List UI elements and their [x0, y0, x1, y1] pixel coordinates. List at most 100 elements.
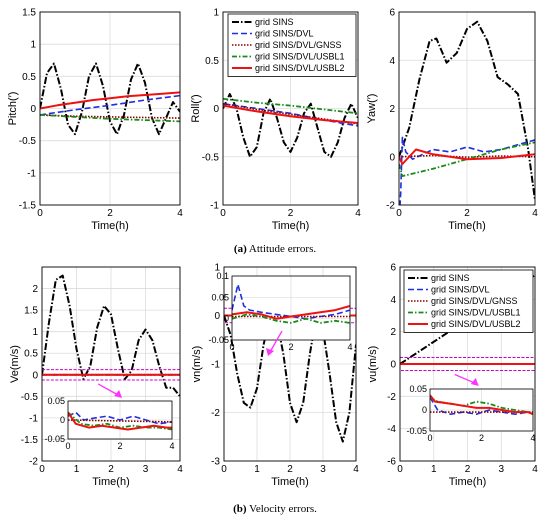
ve-ytick-label: 2 — [32, 284, 38, 295]
ve-inset-series-grid-sins-dvl-gnss — [68, 419, 172, 423]
ve-inset-xtick-label: 4 — [169, 441, 174, 451]
vn-inset-ytick-label: 0.1 — [216, 271, 229, 281]
ve-zoom-band — [41, 369, 181, 381]
yaw-series-grid-sins-dvl — [399, 136, 535, 205]
yaw-xlabel: Time(h) — [448, 220, 485, 232]
yaw-ytick-label: 2 — [389, 104, 395, 115]
vu-ytick-label: 2 — [390, 327, 396, 338]
ve-xlabel: Time(h) — [92, 476, 129, 488]
legend-velocity-entry-grid-sins-dvl-usbl1: grid SINS/DVL/USBL1 — [431, 308, 521, 318]
vu-inset-ytick-label: 0 — [422, 405, 427, 415]
ve-xtick-label: 4 — [177, 464, 183, 475]
roll-ylabel: Roll(′) — [190, 94, 202, 122]
vn-inset-xtick-label: 0 — [229, 342, 234, 352]
vn-ytick-label: 1 — [214, 263, 220, 274]
vn-inset-series-grid-sins-dvl — [232, 283, 350, 320]
vn-inset-ytick-label: 0 — [224, 314, 229, 324]
legend-velocity-entry-grid-sins-dvl-gnss: grid SINS/DVL/GNSS — [431, 296, 518, 306]
ve-xtick-label: 1 — [74, 464, 80, 475]
roll-xtick-label: 4 — [355, 208, 361, 219]
roll-xtick-label: 2 — [288, 208, 294, 219]
vn-inset-ytick-label: -0.05 — [208, 335, 229, 345]
legend-attitude-entry-grid-sins-dvl: grid SINS/DVL — [255, 29, 314, 39]
vn-ytick-label: -2 — [211, 408, 220, 419]
chart-pitch: 0 2 4 -1.5 -1 -0.5 0 0.5 1 1.5 Time(h) Pitch(′) — [7, 8, 183, 233]
ve-series-grid-sins — [42, 274, 180, 397]
vn-xtick-label: 4 — [353, 464, 359, 475]
vu-xtick-label: 4 — [532, 464, 538, 475]
legend-attitude-entry-grid-sins-dvl-usbl2: grid SINS/DVL/USBL2 — [255, 63, 345, 73]
ve-zoom-arrow — [97, 383, 119, 396]
vu-ytick-label: -6 — [387, 457, 396, 468]
legend-attitude-box — [227, 13, 357, 77]
vu-zoom-arrowhead — [470, 378, 479, 386]
vn-ytick-label: 0 — [214, 311, 220, 322]
legend-velocity-entry-grid-sins-dvl-usbl2: grid SINS/DVL/USBL2 — [431, 319, 521, 329]
caption-b-label: (b) — [233, 503, 247, 515]
ve-ytick-label: 0 — [32, 370, 38, 381]
vn-xtick-label: 1 — [254, 464, 260, 475]
vn-inset-series-grid-sins-dvl-usbl1 — [232, 313, 350, 324]
chart-ve: 0 1 2 3 4-2-1.5-1-0.500.511.52Time(h)Ve(m/s)… — [9, 266, 183, 488]
pitch-series-grid-sins-dvl-gnss — [40, 114, 180, 119]
vu-inset-xtick-label: 4 — [530, 433, 535, 443]
vu-inset-series-grid-sins-dvl — [430, 396, 533, 416]
ve-inset-xtick-label: 2 — [117, 441, 122, 451]
pitch-series-grid-sins — [40, 62, 180, 136]
yaw-ylabel: Yaw(′) — [366, 94, 378, 124]
vu-xtick-label: 0 — [397, 464, 403, 475]
pitch-xlabel: Time(h) — [91, 220, 128, 232]
vn-zoom-arrowhead — [266, 348, 274, 356]
yaw-ytick-label: 6 — [389, 8, 395, 19]
ve-inset-ytick-label: 0.05 — [47, 396, 65, 406]
vn-inset-frame — [231, 275, 351, 341]
roll-series-grid-sins-dvl — [223, 102, 358, 127]
yaw-xtick-label: 0 — [396, 208, 402, 219]
yaw-ytick-label: -2 — [386, 201, 395, 212]
vu-inset-series-grid-sins-dvl-usbl2 — [430, 394, 533, 416]
pitch-ylabel: Pitch(′) — [7, 92, 19, 126]
ve-ytick-label: -2 — [29, 457, 38, 468]
roll-ytick-label: -1 — [210, 201, 219, 212]
roll-series-grid-sins-dvl-usbl1 — [223, 97, 358, 115]
roll-ytick-label: 0 — [213, 104, 219, 115]
yaw-xtick-label: 4 — [532, 208, 538, 219]
legend-attitude-entry-grid-sins: grid SINS — [255, 17, 294, 27]
roll-ytick-label: 1 — [213, 8, 219, 19]
caption-b: (b) Velocity errors. — [233, 503, 317, 515]
pitch-axes-frame — [39, 11, 181, 206]
caption-a: (a) Attitude errors. — [234, 243, 316, 255]
ve-xtick-label: 0 — [39, 464, 45, 475]
ve-ytick-label: 0.5 — [24, 349, 38, 360]
vu-zoom-arrow — [454, 373, 476, 384]
roll-series-grid-sins — [223, 93, 358, 158]
vn-inset-xtick-label: 4 — [347, 342, 352, 352]
vu-xtick-label: 1 — [431, 464, 437, 475]
pitch-ytick-label: 0.5 — [22, 72, 36, 83]
pitch-ytick-label: 1.5 — [22, 8, 36, 19]
ve-inset-ytick-label: -0.05 — [44, 434, 65, 444]
pitch-xtick-label: 2 — [107, 208, 113, 219]
ve-ytick-label: 1 — [32, 327, 38, 338]
vn-inset-series-group — [232, 283, 350, 324]
pitch-ytick-label: 0 — [30, 104, 36, 115]
vu-xtick-label: 3 — [498, 464, 504, 475]
vn-ytick-label: -3 — [211, 457, 220, 468]
vu-ytick-label: -4 — [387, 424, 396, 435]
vn-inset-series-grid-sins-dvl-usbl2 — [232, 304, 350, 320]
vu-ytick-label: 6 — [390, 263, 396, 274]
vn-ytick-label: -1 — [211, 360, 220, 371]
ve-inset-ytick-label: 0 — [60, 415, 65, 425]
yaw-xtick-label: 2 — [464, 208, 470, 219]
pitch-ytick-label: -1.5 — [19, 201, 37, 212]
vu-axes-frame — [399, 266, 536, 462]
ve-xtick-label: 3 — [143, 464, 149, 475]
caption-a-text: Attitude errors. — [249, 243, 316, 255]
vu-inset-xtick-label: 0 — [427, 433, 432, 443]
vu-ytick-label: -2 — [387, 392, 396, 403]
